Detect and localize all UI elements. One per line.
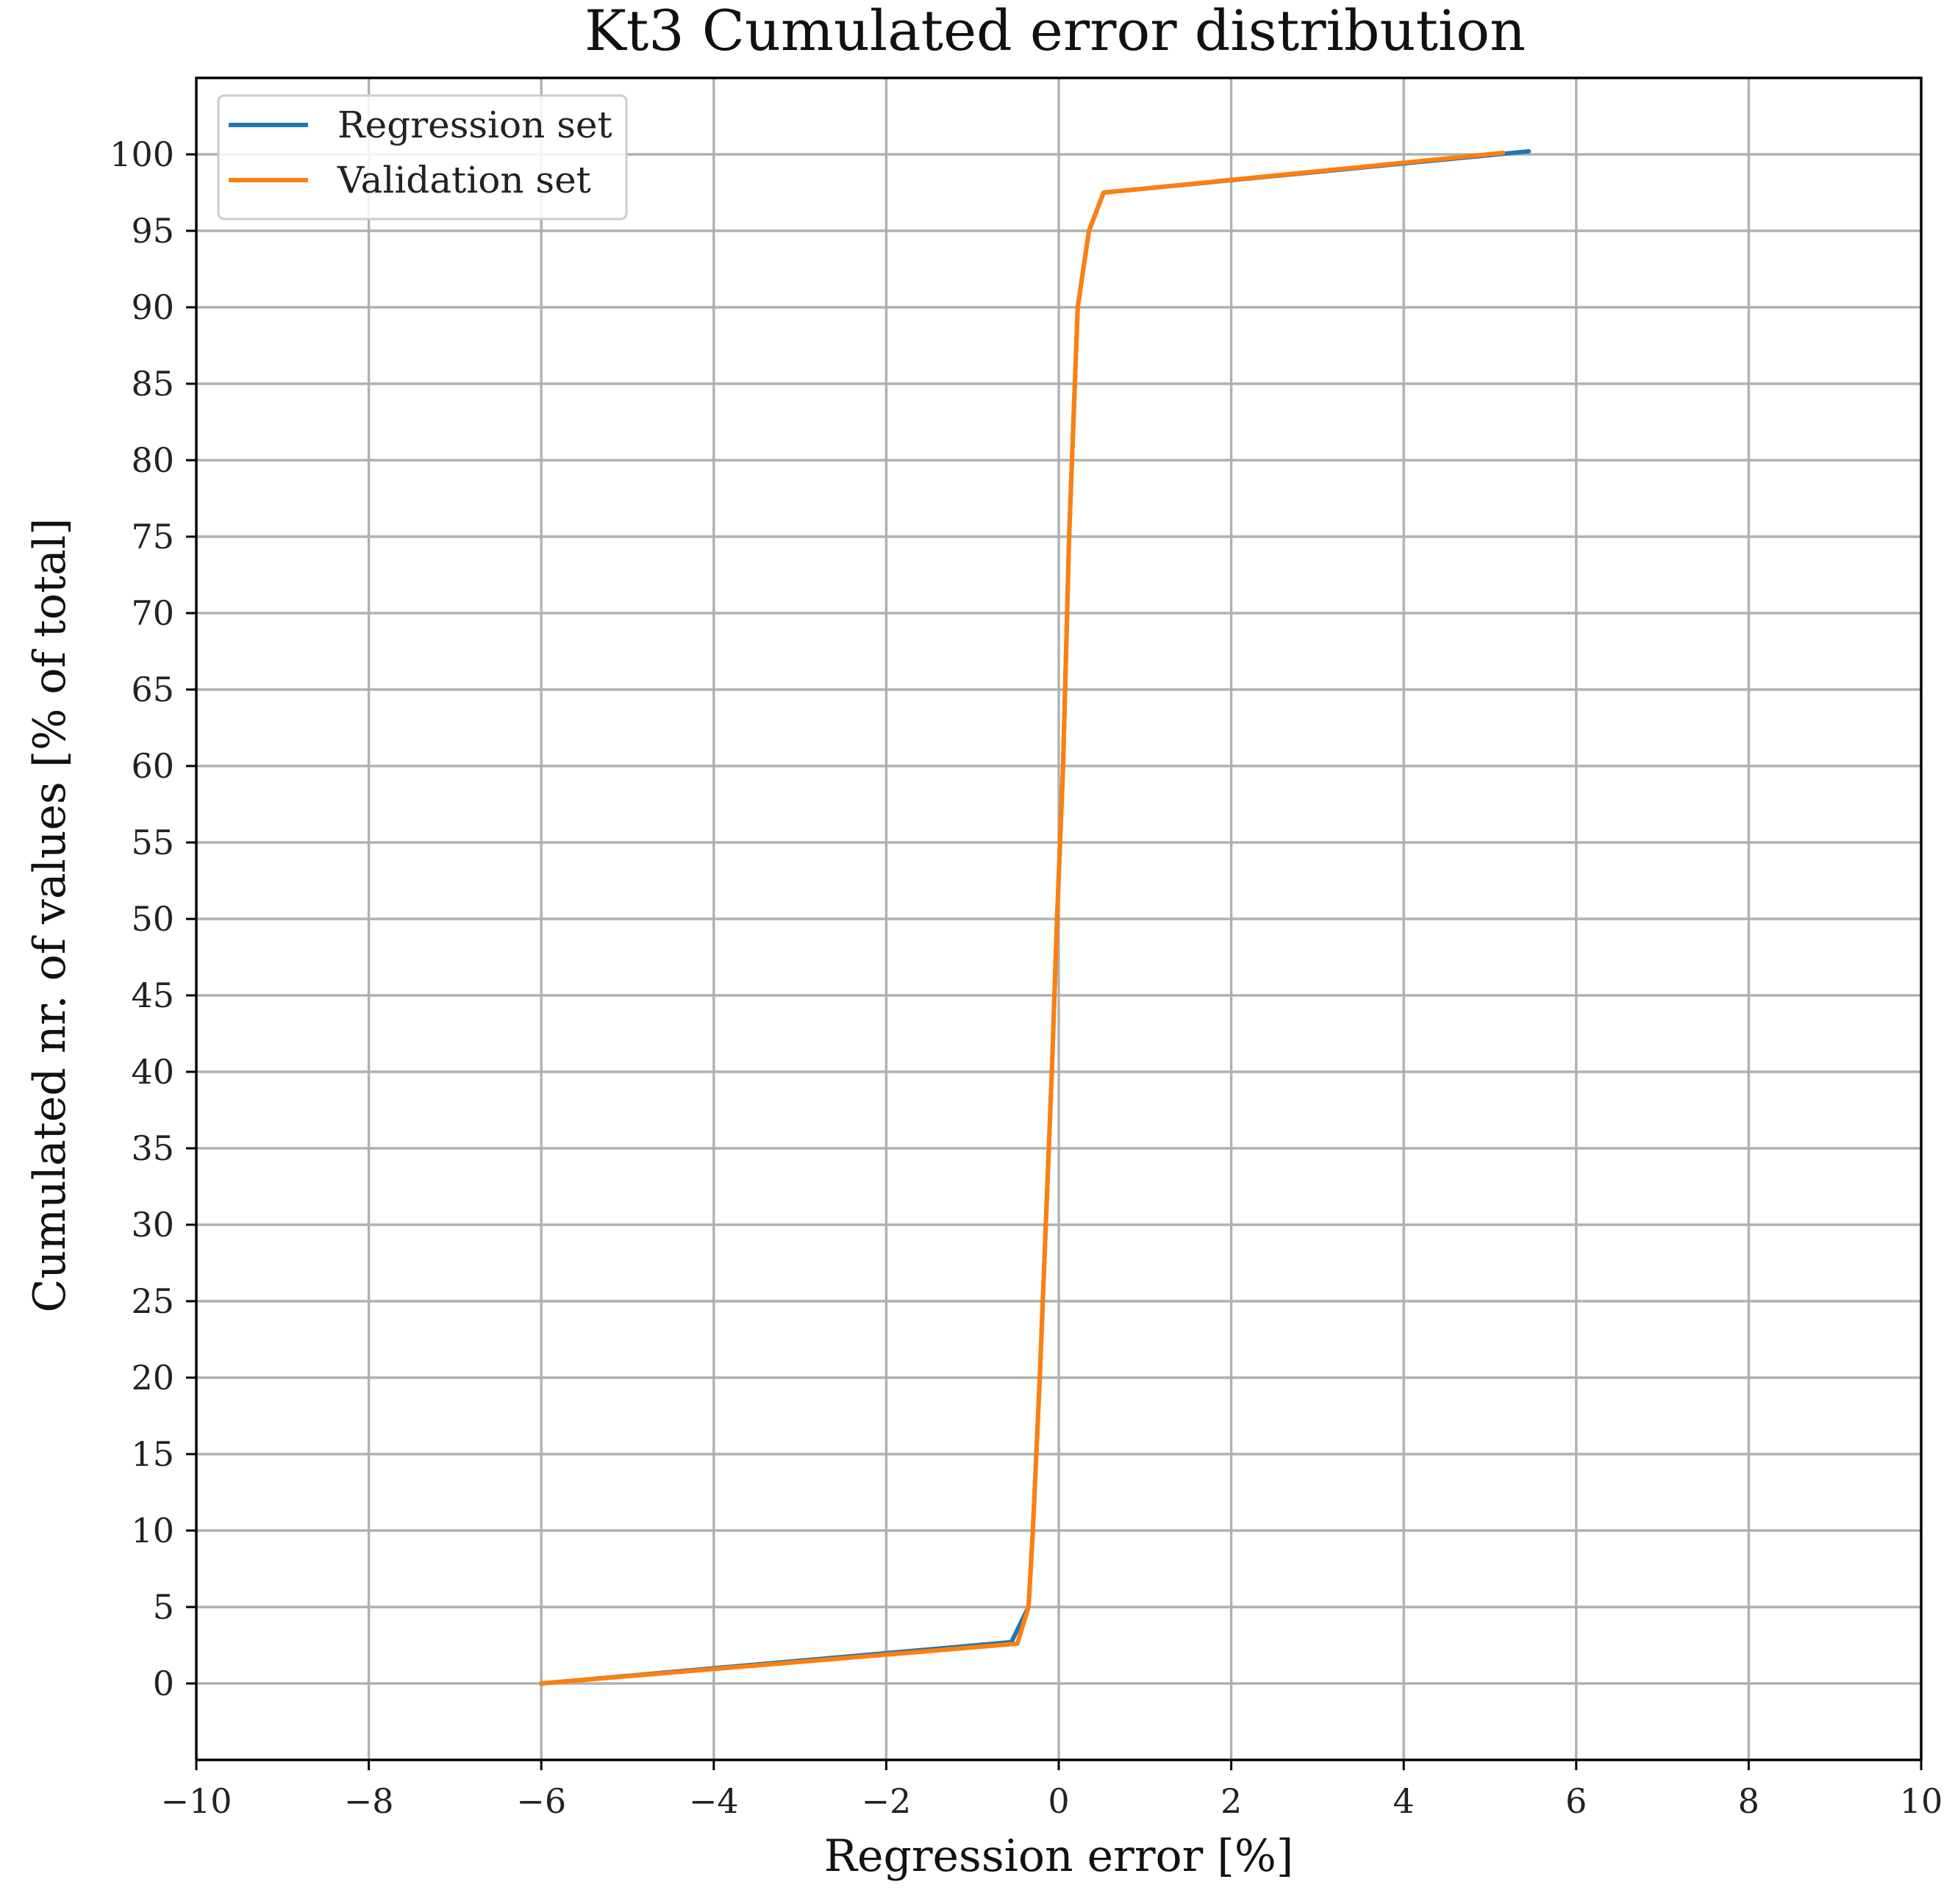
y-tick-label: 80 xyxy=(131,440,174,480)
x-tick-label: 6 xyxy=(1565,1781,1587,1821)
y-tick-label: 20 xyxy=(131,1358,174,1397)
grid-layer xyxy=(195,78,1923,1760)
series-layer xyxy=(539,148,1532,1686)
x-tick-label: −4 xyxy=(689,1781,739,1821)
x-tick-label: 2 xyxy=(1220,1781,1242,1821)
x-tick-label: 4 xyxy=(1393,1781,1415,1821)
y-tick-label: 70 xyxy=(131,593,174,633)
x-tick-label: 0 xyxy=(1048,1781,1069,1821)
x-tick-label: −8 xyxy=(344,1781,394,1821)
legend-label: Regression set xyxy=(337,104,612,146)
y-tick-label: 95 xyxy=(131,211,174,251)
y-tick-label: 50 xyxy=(131,899,174,939)
x-tick-label: −6 xyxy=(516,1781,566,1821)
y-tick-label: 75 xyxy=(131,517,174,556)
y-tick-label: 0 xyxy=(153,1664,174,1703)
x-tick-label: 8 xyxy=(1738,1781,1759,1821)
series-line-validation xyxy=(539,150,1506,1686)
y-tick-label: 15 xyxy=(131,1434,174,1474)
y-tick-label: 100 xyxy=(110,135,174,174)
legend-box xyxy=(217,94,628,221)
y-tick-label: 5 xyxy=(153,1587,174,1627)
x-tick-label: −10 xyxy=(160,1781,232,1821)
y-tick-label: 45 xyxy=(131,976,174,1015)
y-tick-label: 85 xyxy=(131,364,174,404)
y-tick-label: 60 xyxy=(131,746,174,786)
y-tick-label: 40 xyxy=(131,1052,174,1092)
legend: Regression set Validation set xyxy=(217,94,628,221)
y-tick-label: 90 xyxy=(131,287,174,327)
tick-layer: −10 −8 −6 −4 −2 0 2 4 6 8 100510152025303540455055… xyxy=(110,135,1943,1821)
chart-title: Kt3 Cumulated error distribution xyxy=(585,0,1526,63)
y-tick-label: 30 xyxy=(131,1205,174,1245)
y-tick-label: 65 xyxy=(131,670,174,709)
y-axis-label: Cumulated nr. of values [% of total] xyxy=(24,518,76,1313)
legend-label: Validation set xyxy=(337,159,591,201)
y-tick-label: 10 xyxy=(131,1511,174,1550)
y-tick-label: 35 xyxy=(131,1128,174,1168)
x-tick-label: −2 xyxy=(861,1781,911,1821)
y-tick-label: 25 xyxy=(131,1281,174,1321)
x-axis-label: Regression error [%] xyxy=(824,1830,1293,1882)
y-tick-label: 55 xyxy=(131,823,174,862)
x-tick-label: 10 xyxy=(1900,1781,1943,1821)
